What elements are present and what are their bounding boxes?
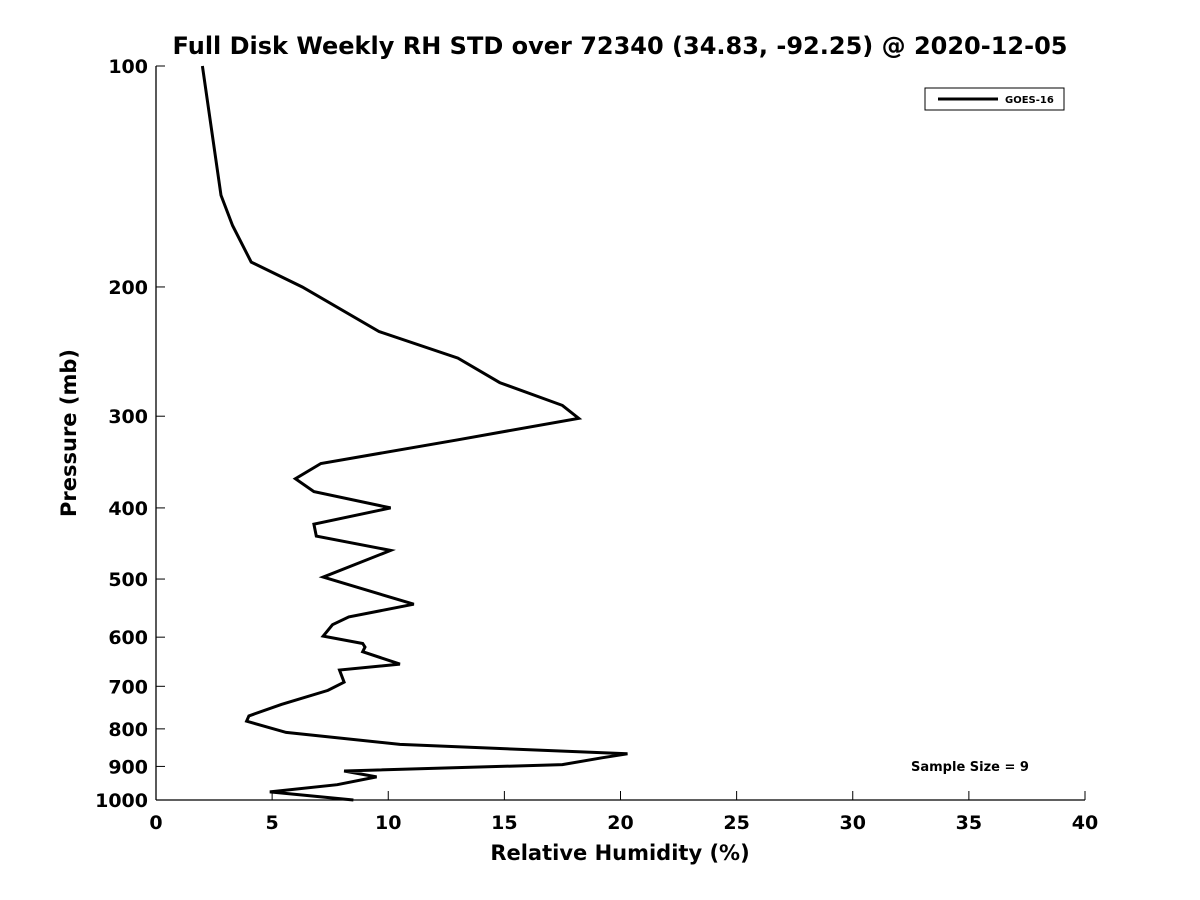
legend-label: GOES-16 (1005, 95, 1054, 106)
x-tick-label: 5 (266, 812, 279, 834)
x-tick-label: 10 (375, 812, 401, 834)
y-tick-label: 400 (108, 498, 148, 520)
y-tick-label: 700 (108, 676, 148, 698)
y-tick-label: 1000 (95, 790, 148, 812)
y-tick-label: 600 (108, 627, 148, 649)
chart-title: Full Disk Weekly RH STD over 72340 (34.8… (173, 32, 1068, 60)
legend: GOES-16 (924, 87, 1065, 111)
series-line-goes-16 (200, 65, 628, 802)
y-tick-label: 500 (108, 569, 148, 591)
x-tick-label: 25 (723, 812, 749, 834)
y-tick-label: 800 (108, 719, 148, 741)
x-tick-label: 20 (607, 812, 633, 834)
sample-size-annotation: Sample Size = 9 (911, 760, 1029, 775)
x-tick-label: 0 (149, 812, 162, 834)
y-axis-label: Pressure (mb) (57, 349, 81, 517)
y-tick-label: 100 (108, 56, 148, 78)
x-axis-label: Relative Humidity (%) (490, 841, 749, 865)
x-tick-label: 15 (491, 812, 517, 834)
y-tick-label: 300 (108, 406, 148, 428)
plot-area (155, 66, 1085, 801)
y-tick-label: 900 (108, 756, 148, 778)
y-tick-label: 200 (108, 277, 148, 299)
y-ticks: 100 200 300 400 500 600 700 800 900 1000 (95, 56, 165, 812)
x-tick-label: 35 (956, 812, 982, 834)
x-tick-label: 30 (840, 812, 866, 834)
x-tick-label: 40 (1072, 812, 1098, 834)
x-ticks: 0 5 10 15 20 25 30 35 40 (149, 791, 1098, 834)
